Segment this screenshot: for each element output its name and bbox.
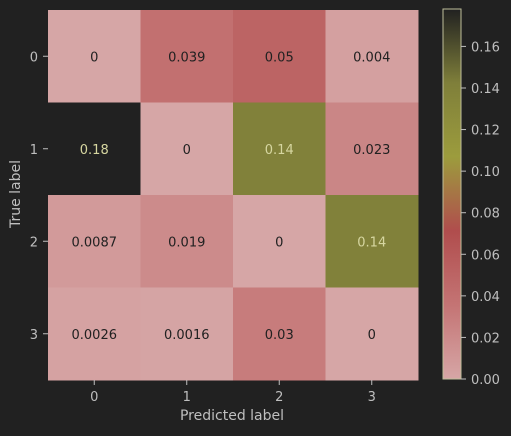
cell-value-label: 0 xyxy=(90,50,98,65)
colorbar-tick-label: 0.02 xyxy=(471,331,500,346)
matrix-cell xyxy=(233,10,326,103)
colorbar-tick-label: 0.08 xyxy=(471,207,500,222)
colorbar-tick-label: 0.10 xyxy=(471,165,500,180)
colorbar-tick-label: 0.04 xyxy=(471,290,500,305)
matrix-cell xyxy=(233,287,326,381)
cell-value-label: 0.023 xyxy=(353,143,390,158)
cell-value-label: 0.03 xyxy=(265,328,294,343)
colorbar-tick-label: 0.14 xyxy=(471,82,500,97)
colorbar-tick-label: 0.12 xyxy=(471,124,500,139)
cell-value-label: 0.039 xyxy=(168,50,205,65)
x-tick-label: 3 xyxy=(368,390,376,405)
matrix-cell xyxy=(48,287,141,381)
matrix-cell xyxy=(233,195,326,288)
matrix-cell xyxy=(48,10,141,103)
matrix-cell xyxy=(233,102,326,196)
y-axis-label: True label xyxy=(8,160,24,229)
colorbar-tick-label: 0.16 xyxy=(471,40,500,55)
x-tick-label: 2 xyxy=(275,390,283,405)
colorbar-gradient xyxy=(442,8,462,380)
colorbar: 0.00 0.02 0.04 0.06 0.08 0.10 0.12 0.14 0.16 xyxy=(442,8,500,388)
cell-value-label: 0 xyxy=(368,328,376,343)
cell-value-label: 0 xyxy=(275,235,283,250)
matrix-cell xyxy=(48,195,141,288)
y-tick-label: 1 xyxy=(30,143,38,158)
matrix-cell xyxy=(325,195,419,288)
cell-value-label: 0 xyxy=(183,143,191,158)
cell-value-label: 0.0087 xyxy=(72,235,118,250)
cell-value-label: 0.14 xyxy=(265,143,294,158)
cell-value-label: 0.019 xyxy=(168,235,205,250)
matrix-cell xyxy=(325,102,419,196)
cell-value-label: 0.0026 xyxy=(72,328,118,343)
matrix-cell xyxy=(140,287,234,381)
matrix-cell xyxy=(325,10,419,103)
cell-value-label: 0.0016 xyxy=(164,328,210,343)
cell-value-label: 0.004 xyxy=(353,50,390,65)
x-axis-label: Predicted label xyxy=(180,408,284,424)
y-tick-label: 3 xyxy=(30,328,38,343)
y-tick-label: 2 xyxy=(30,235,38,250)
colorbar-tick-label: 0.00 xyxy=(471,373,500,388)
matrix-cells: 0 0.039 0.05 0.004 0.18 0 0.14 0.023 0.0087 0.019… xyxy=(48,10,419,381)
matrix-cell xyxy=(140,10,234,103)
x-tick-label: 1 xyxy=(183,390,191,405)
matrix-cell xyxy=(140,195,234,288)
colorbar-tick-label: 0.06 xyxy=(471,248,500,263)
x-tick-label: 0 xyxy=(90,390,98,405)
matrix-cell xyxy=(325,287,419,381)
axes: 0 1 2 3 0 1 2 3 xyxy=(30,50,376,405)
cell-value-label: 0.05 xyxy=(265,50,294,65)
cell-value-label: 0.14 xyxy=(357,235,386,250)
matrix-cell xyxy=(140,102,234,196)
matrix-cell xyxy=(48,102,141,196)
y-tick-label: 0 xyxy=(30,50,38,65)
cell-value-label: 0.18 xyxy=(80,143,109,158)
